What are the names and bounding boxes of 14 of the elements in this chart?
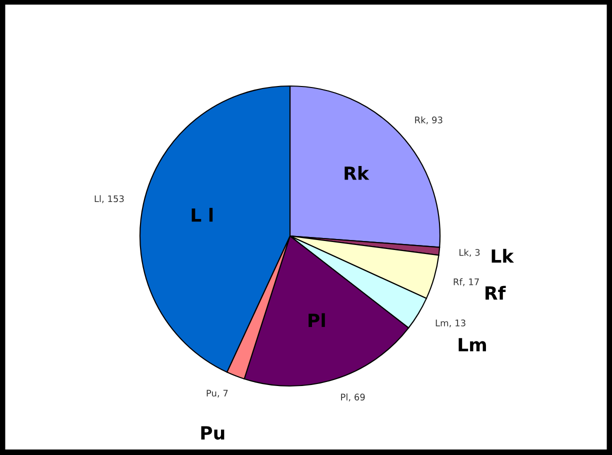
slice-label: Lk [492,248,514,263]
slice-label: Rf [486,286,506,300]
data-label: Pl, 69 [341,394,365,402]
slice-label: Pl [308,313,325,327]
slice-label: Rk [344,166,370,180]
data-label: Pu, 7 [206,390,228,398]
data-label: Rk, 93 [415,116,442,124]
slice-label: Pu [201,426,224,440]
data-label: Lm, 13 [436,320,466,328]
data-label: Lk, 3 [460,248,480,257]
slice-label: Lm [458,338,486,352]
slice-label: L l [192,208,213,222]
data-label: Ll, 153 [94,195,124,204]
data-label: Rf, 17 [454,278,479,286]
